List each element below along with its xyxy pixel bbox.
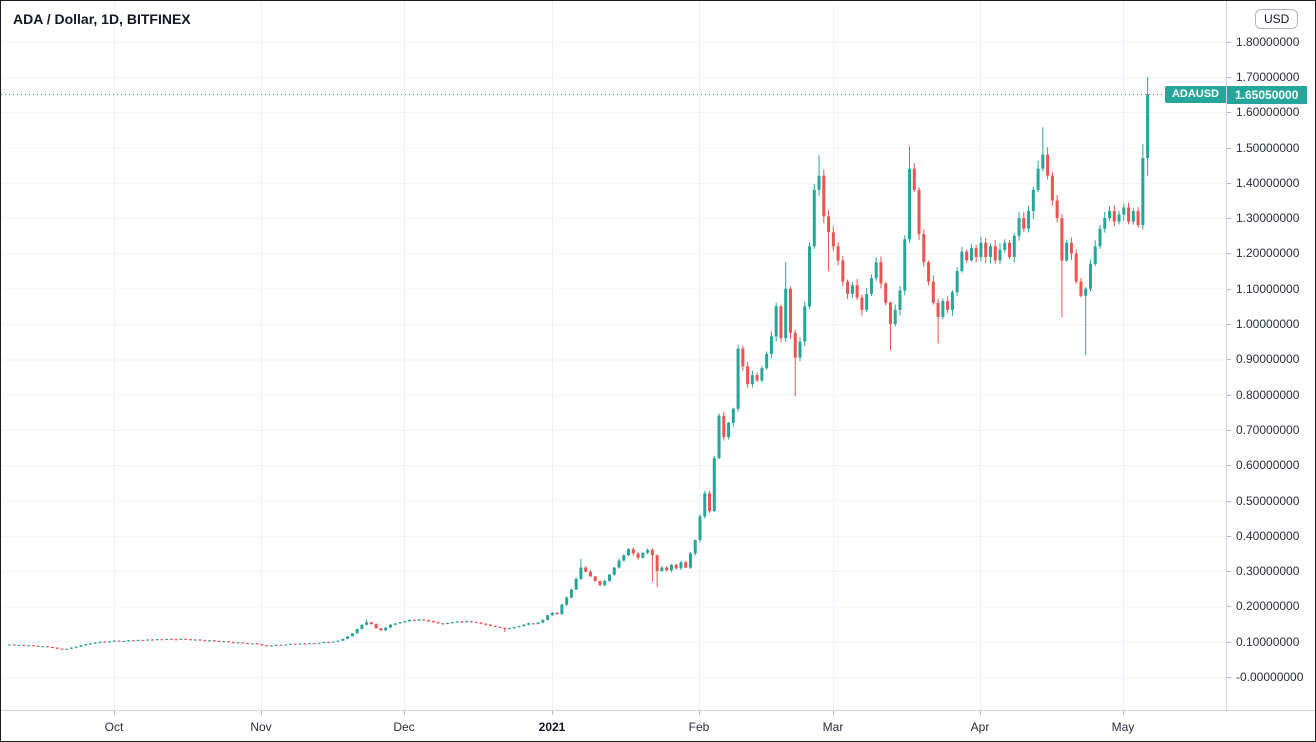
price-axis-label: 0.70000000 (1227, 423, 1315, 437)
price-axis-label: 0.50000000 (1227, 494, 1315, 508)
time-axis-tick (1123, 711, 1124, 715)
price-axis-label: 0.40000000 (1227, 529, 1315, 543)
currency-badge[interactable]: USD (1255, 9, 1299, 29)
time-axis[interactable]: Oct Nov Dec 2021 Feb Mar Apr May (1, 710, 1315, 741)
price-axis-label: 0.80000000 (1227, 388, 1315, 402)
currency-badge-label: USD (1264, 12, 1290, 26)
time-axis-tick (980, 711, 981, 715)
time-axis-tick (552, 711, 553, 715)
price-axis-label: 1.20000000 (1227, 246, 1315, 260)
price-axis-label: 1.80000000 (1227, 35, 1315, 49)
price-axis[interactable]: USD 1.65050000 1.80000000 1.70000000 1.600… (1226, 1, 1315, 710)
price-axis-label: 1.70000000 (1227, 70, 1315, 84)
symbol-title: ADA / Dollar, 1D, BITFINEX (13, 11, 191, 27)
time-axis-tick (833, 711, 834, 715)
price-axis-label: 0.20000000 (1227, 599, 1315, 613)
time-axis-label: Mar (822, 720, 844, 734)
price-axis-label: 0.60000000 (1227, 458, 1315, 472)
time-axis-label: Apr (970, 720, 990, 734)
time-axis-label: Feb (688, 720, 710, 734)
last-price-badge: 1.65050000 (1227, 85, 1307, 104)
chart-plot-area[interactable]: ADA / Dollar, 1D, BITFINEX ADAUSD (1, 1, 1226, 710)
price-axis-label: 0.30000000 (1227, 564, 1315, 578)
time-axis-tick (114, 711, 115, 715)
price-axis-label: 0.10000000 (1227, 635, 1315, 649)
price-axis-label: 0.90000000 (1227, 352, 1315, 366)
time-axis-label: Dec (393, 720, 415, 734)
time-axis-tick (699, 711, 700, 715)
time-axis-label: Oct (104, 720, 124, 734)
symbol-legend[interactable]: ADA / Dollar, 1D, BITFINEX (13, 11, 191, 27)
last-price-symbol-badge: ADAUSD (1164, 85, 1226, 103)
price-axis-label: 1.50000000 (1227, 141, 1315, 155)
price-axis-label: 1.40000000 (1227, 176, 1315, 190)
price-axis-label: -0.00000000 (1227, 670, 1315, 684)
time-axis-tick (404, 711, 405, 715)
candlestick-chart (1, 1, 1226, 710)
last-price-value: 1.65050000 (1235, 87, 1299, 102)
time-axis-tick (261, 711, 262, 715)
last-price-symbol-label: ADAUSD (1171, 87, 1219, 100)
time-axis-label: 2021 (538, 720, 566, 734)
price-axis-label: 1.30000000 (1227, 211, 1315, 225)
time-axis-label: May (1111, 720, 1135, 734)
price-axis-label: 1.00000000 (1227, 317, 1315, 331)
price-axis-label: 1.10000000 (1227, 282, 1315, 296)
time-axis-label: Nov (250, 720, 272, 734)
price-axis-label: 1.60000000 (1227, 105, 1315, 119)
